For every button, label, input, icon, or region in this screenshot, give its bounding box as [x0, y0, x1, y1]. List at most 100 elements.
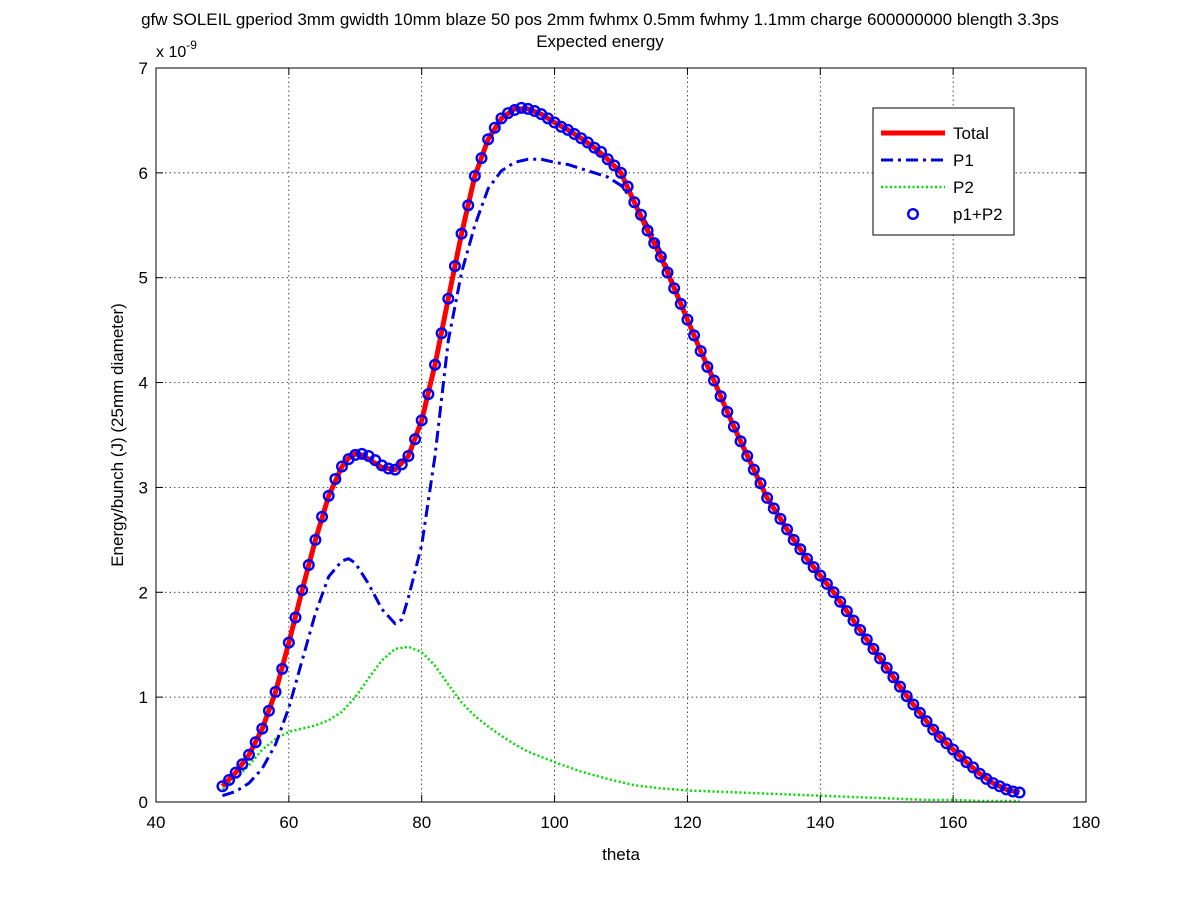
y-exponent-label: x 10-9: [156, 38, 197, 61]
axes-box: [155, 67, 1087, 803]
data-point: [734, 435, 747, 448]
data-point: [276, 662, 289, 675]
data-point: [933, 730, 946, 743]
data-point: [820, 577, 833, 590]
data-point: [1013, 786, 1026, 799]
data-point: [429, 358, 442, 371]
data-point: [854, 624, 867, 637]
data-point: [874, 652, 887, 665]
data-point: [787, 533, 800, 546]
data-point: [508, 103, 521, 116]
y-axis-label: Energy/bunch (J) (25mm diameter): [108, 303, 127, 567]
data-point: [953, 749, 966, 762]
y-tick-label: 1: [139, 688, 148, 707]
x-tick-label: 100: [540, 813, 568, 832]
data-point: [747, 463, 760, 476]
data-point: [827, 586, 840, 599]
series-line-p1: [221, 157, 689, 798]
chart-title: gfw SOLEIL gperiod 3mm gwidth 10mm blaze…: [141, 10, 1059, 29]
data-point: [595, 145, 608, 158]
data-point: [448, 260, 461, 273]
data-point: [648, 237, 661, 250]
data-point: [621, 180, 634, 193]
data-point: [880, 661, 893, 674]
data-point: [807, 561, 820, 574]
legend-label: Total: [953, 124, 989, 143]
y-tick-label: 6: [139, 164, 148, 183]
data-point: [382, 462, 395, 475]
data-point: [468, 169, 481, 182]
data-point: [887, 671, 900, 684]
series-line-p2: [221, 645, 1020, 803]
data-point: [375, 459, 388, 472]
y-tick-label: 5: [139, 269, 148, 288]
data-point: [349, 448, 362, 461]
data-point: [913, 706, 926, 719]
data-point: [316, 510, 329, 523]
data-point: [229, 766, 242, 779]
data-point: [435, 327, 448, 340]
x-axis-label: theta: [602, 845, 640, 864]
x-tick-label: 160: [939, 813, 967, 832]
data-point: [634, 208, 647, 221]
data-point: [867, 642, 880, 655]
data-point: [701, 360, 714, 373]
x-tick-label: 80: [412, 813, 431, 832]
data-point: [714, 390, 727, 403]
data-point: [475, 152, 488, 165]
data-point: [256, 722, 269, 735]
y-tick-label: 0: [139, 793, 148, 812]
legend-label: P1: [953, 151, 974, 170]
data-point: [336, 460, 349, 473]
data-point: [415, 414, 428, 427]
data-point: [674, 297, 687, 310]
y-tick-label: 4: [139, 374, 148, 393]
legend-box: [872, 107, 1015, 236]
data-point: [395, 458, 408, 471]
data-point: [355, 447, 368, 460]
data-point: [860, 633, 873, 646]
legend-label: P2: [953, 178, 974, 197]
data-point: [668, 282, 681, 295]
data-point: [329, 473, 342, 486]
x-tick-label: 40: [147, 813, 166, 832]
data-point: [522, 102, 535, 115]
data-point: [927, 723, 940, 736]
data-point: [615, 166, 628, 179]
data-point: [482, 133, 495, 146]
data-point: [409, 433, 422, 446]
data-point: [282, 636, 295, 649]
data-point: [641, 224, 654, 237]
data-point: [422, 388, 435, 401]
data-point: [767, 502, 780, 515]
y-tick-label: 2: [139, 583, 148, 602]
data-point: [289, 611, 302, 624]
data-point: [741, 449, 754, 462]
data-point: [654, 250, 667, 263]
data-point: [249, 736, 262, 749]
data-point: [628, 196, 641, 209]
data-point: [987, 777, 1000, 790]
data-point: [900, 690, 913, 703]
data-point: [223, 773, 236, 786]
data-point: [721, 405, 734, 418]
data-point: [322, 489, 335, 502]
data-point: [920, 715, 933, 728]
data-point: [296, 584, 309, 597]
data-point: [242, 748, 255, 761]
data-point: [488, 121, 501, 134]
data-point: [708, 374, 721, 387]
series-markers: [216, 101, 1026, 799]
x-tick-label: 120: [673, 813, 701, 832]
data-point: [681, 313, 694, 326]
x-tick-label: 60: [279, 813, 298, 832]
data-point: [462, 199, 475, 212]
legend-swatch: [907, 207, 920, 220]
y-tick-label: 3: [139, 478, 148, 497]
data-point: [794, 543, 807, 556]
data-point: [847, 614, 860, 627]
x-tick-label: 180: [1072, 813, 1100, 832]
legend: Total P1 P2 p1+P2: [872, 107, 1015, 236]
data-point: [774, 512, 787, 525]
